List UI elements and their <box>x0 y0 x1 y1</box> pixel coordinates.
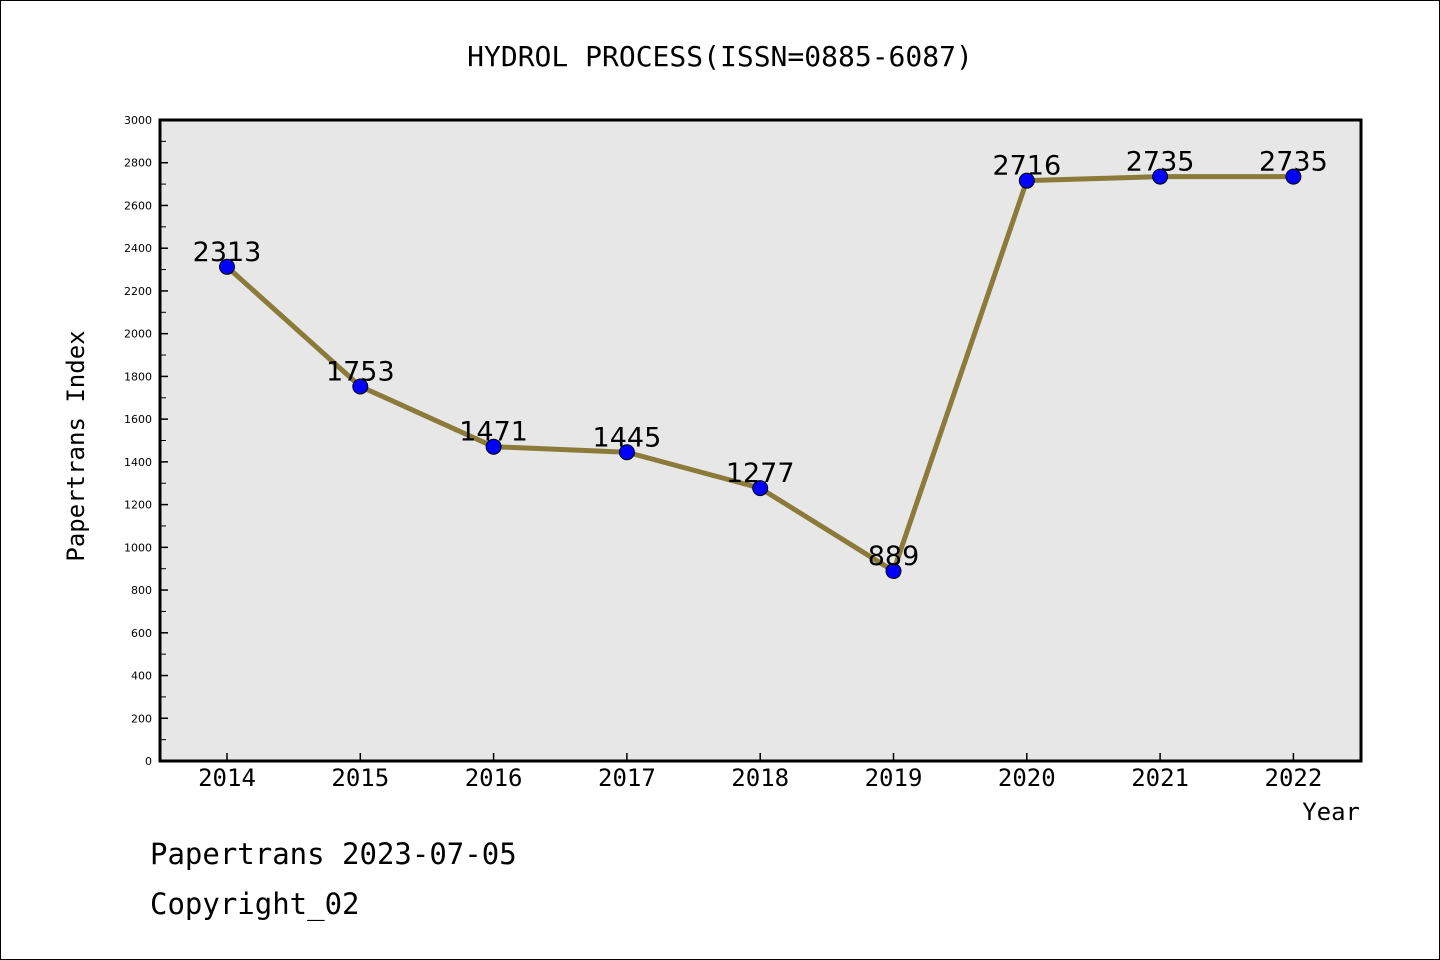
data-point <box>1285 168 1302 185</box>
x-tick-label: 2016 <box>465 764 523 792</box>
footer-date: Papertrans 2023-07-05 <box>150 837 517 871</box>
x-tick-label: 2014 <box>198 764 256 792</box>
data-point <box>219 258 235 275</box>
series-group <box>219 168 1302 580</box>
y-tick-label: 1200 <box>124 499 152 512</box>
x-tick-label: 2019 <box>865 764 923 792</box>
x-tick-label: 2015 <box>331 764 389 792</box>
data-label: 2735 <box>1259 147 1328 178</box>
data-point <box>1152 168 1169 185</box>
y-tick-label: 2400 <box>124 242 152 255</box>
data-label: 2716 <box>992 151 1061 182</box>
data-point <box>352 378 369 395</box>
y-tick-label: 2600 <box>124 199 152 212</box>
y-tick-label: 400 <box>131 670 152 683</box>
y-axis-label: Papertrans Index <box>62 330 90 561</box>
y-tick-label: 600 <box>131 627 152 640</box>
y-tick-label: 1400 <box>124 456 152 469</box>
y-tick-label: 2000 <box>124 328 152 341</box>
y-tick-label: 1800 <box>124 370 152 383</box>
y-tick-label: 0 <box>145 755 152 768</box>
data-label: 1471 <box>459 417 528 448</box>
x-tick-label: 2018 <box>731 764 789 792</box>
y-tick-label: 2200 <box>124 285 152 298</box>
data-point <box>752 480 769 497</box>
plot-area <box>158 118 1363 763</box>
x-axis: 2014 2015 2016 2017 2018 2019 2020 2021 2022 <box>198 753 1322 792</box>
y-tick-label: 3000 <box>124 114 152 127</box>
y-tick-label: 200 <box>131 712 152 725</box>
data-label: 2313 <box>193 237 262 268</box>
y-tick-label: 800 <box>131 584 152 597</box>
y-tick-label: 1600 <box>124 413 152 426</box>
data-label: 889 <box>868 541 920 572</box>
x-tick-label: 2020 <box>998 764 1056 792</box>
data-label: 1753 <box>326 356 395 387</box>
data-label: 2735 <box>1126 147 1195 178</box>
x-tick-label: 2021 <box>1131 764 1189 792</box>
data-label: 1445 <box>593 422 662 453</box>
y-axis: 0 200 400 600 800 1000 1200 1400 1600 1800 2000 220… <box>124 114 168 768</box>
data-point <box>885 563 902 580</box>
data-point <box>1018 172 1035 189</box>
data-point <box>618 444 635 461</box>
x-axis-label: Year <box>1302 798 1360 826</box>
data-label: 1277 <box>726 458 795 489</box>
x-tick-label: 2017 <box>598 764 656 792</box>
y-tick-label: 1000 <box>124 541 152 554</box>
footer-copyright: Copyright_02 <box>150 887 360 921</box>
data-point <box>485 438 502 455</box>
y-tick-label: 2800 <box>124 157 152 170</box>
x-tick-label: 2022 <box>1265 764 1323 792</box>
data-labels: 2313 1753 1471 1445 1277 889 2716 2735 2735 <box>193 147 1328 572</box>
chart-title: HYDROL PROCESS(ISSN=0885-6087) <box>467 40 973 73</box>
